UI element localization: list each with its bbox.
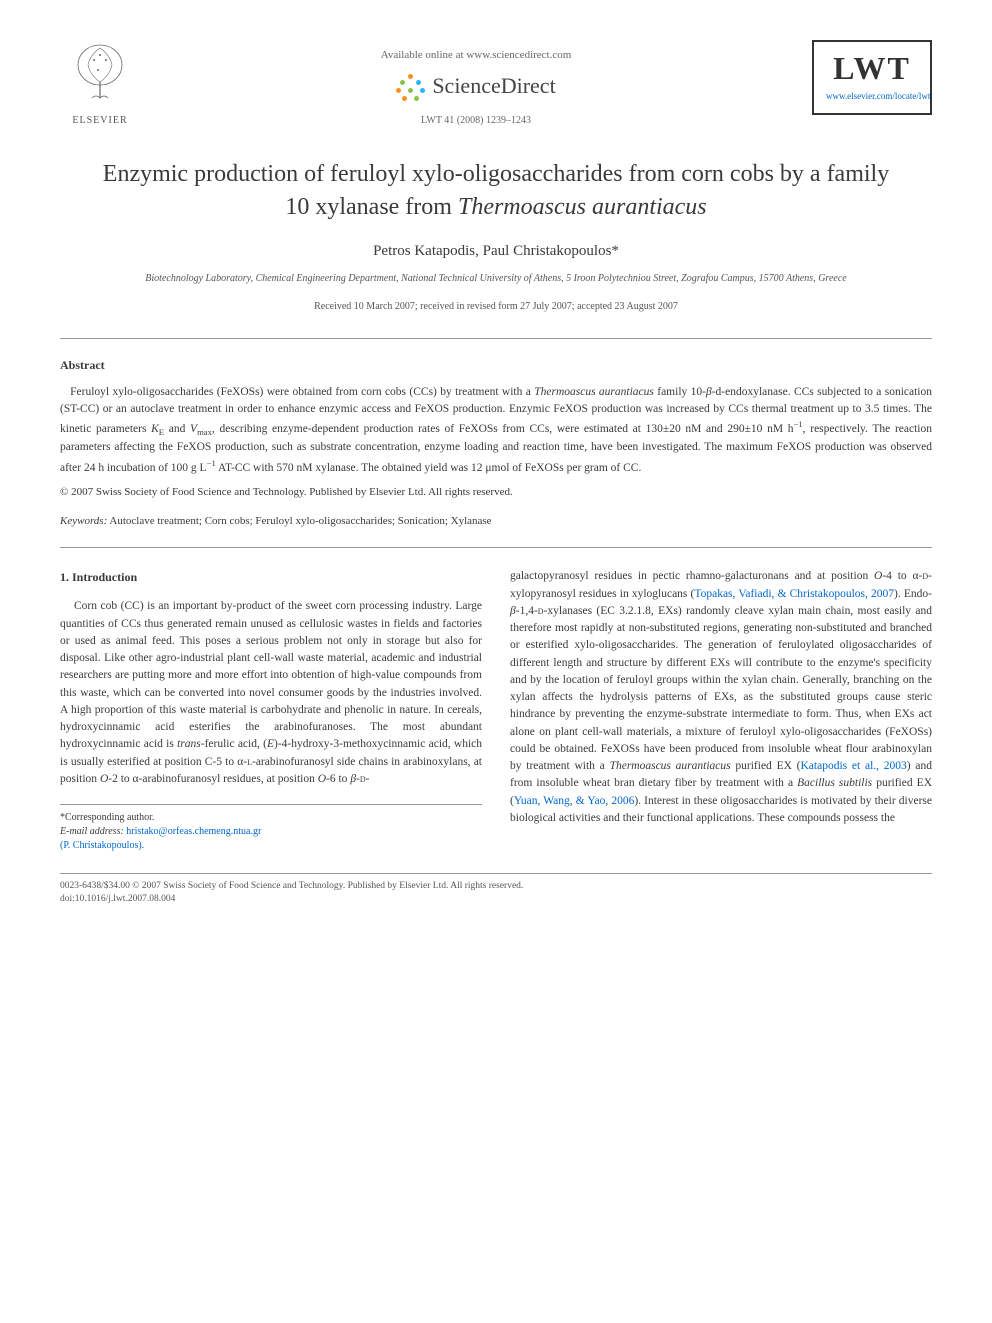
elsevier-logo: ELSEVIER — [60, 40, 140, 128]
title-species: Thermoascus aurantiacus — [458, 194, 707, 220]
lwt-url[interactable]: www.elsevier.com/locate/lwt — [826, 90, 918, 103]
keywords-line: Keywords: Autoclave treatment; Corn cobs… — [60, 514, 932, 529]
divider — [60, 547, 932, 548]
intro-heading: 1. Introduction — [60, 568, 482, 586]
affiliation: Biotechnology Laboratory, Chemical Engin… — [60, 272, 932, 286]
authors: Petros Katapodis, Paul Christakopoulos* — [60, 241, 932, 262]
keywords-label: Keywords: — [60, 515, 107, 527]
available-online-text: Available online at www.sciencedirect.co… — [140, 48, 812, 63]
divider — [60, 338, 932, 339]
footnote-author: (P. Christakopoulos). — [60, 839, 482, 853]
footnote-email[interactable]: hristako@orfeas.chemeng.ntua.gr — [126, 826, 261, 837]
keywords-text: Autoclave treatment; Corn cobs; Feruloyl… — [107, 515, 491, 527]
article-title: Enzymic production of feruloyl xylo-olig… — [100, 158, 892, 223]
intro-paragraph-1-cont: galactopyranosyl residues in pectic rham… — [510, 568, 932, 827]
lwt-label: LWT — [826, 52, 918, 84]
sciencedirect-logo: ScienceDirect — [140, 71, 812, 102]
journal-citation: LWT 41 (2008) 1239–1243 — [140, 114, 812, 128]
corresponding-author-footnote: *Corresponding author. E-mail address: h… — [60, 804, 482, 853]
abstract-copyright: © 2007 Swiss Society of Food Science and… — [60, 485, 932, 500]
body-columns: 1. Introduction Corn cob (CC) is an impo… — [60, 568, 932, 853]
footnote-corr: *Corresponding author. — [60, 811, 482, 825]
page-footer: 0023-6438/$34.00 © 2007 Swiss Society of… — [60, 873, 932, 907]
intro-paragraph-1: Corn cob (CC) is an important by-product… — [60, 598, 482, 788]
left-column: 1. Introduction Corn cob (CC) is an impo… — [60, 568, 482, 853]
journal-header: ELSEVIER Available online at www.science… — [60, 40, 932, 128]
footnote-email-label: E-mail address: — [60, 826, 126, 837]
sciencedirect-dots-icon — [396, 72, 426, 102]
abstract-heading: Abstract — [60, 357, 932, 374]
elsevier-tree-icon — [70, 40, 130, 110]
footnote-email-line: E-mail address: hristako@orfeas.chemeng.… — [60, 825, 482, 839]
right-column: galactopyranosyl residues in pectic rham… — [510, 568, 932, 853]
sciencedirect-text: ScienceDirect — [432, 71, 555, 102]
lwt-journal-box: LWT www.elsevier.com/locate/lwt — [812, 40, 932, 115]
center-header: Available online at www.sciencedirect.co… — [140, 40, 812, 128]
abstract-body: Feruloyl xylo-oligosaccharides (FeXOSs) … — [60, 384, 932, 477]
article-dates: Received 10 March 2007; received in revi… — [60, 300, 932, 314]
footer-doi: doi:10.1016/j.lwt.2007.08.004 — [60, 893, 932, 906]
footer-copyright: 0023-6438/$34.00 © 2007 Swiss Society of… — [60, 880, 932, 893]
elsevier-label: ELSEVIER — [60, 114, 140, 128]
